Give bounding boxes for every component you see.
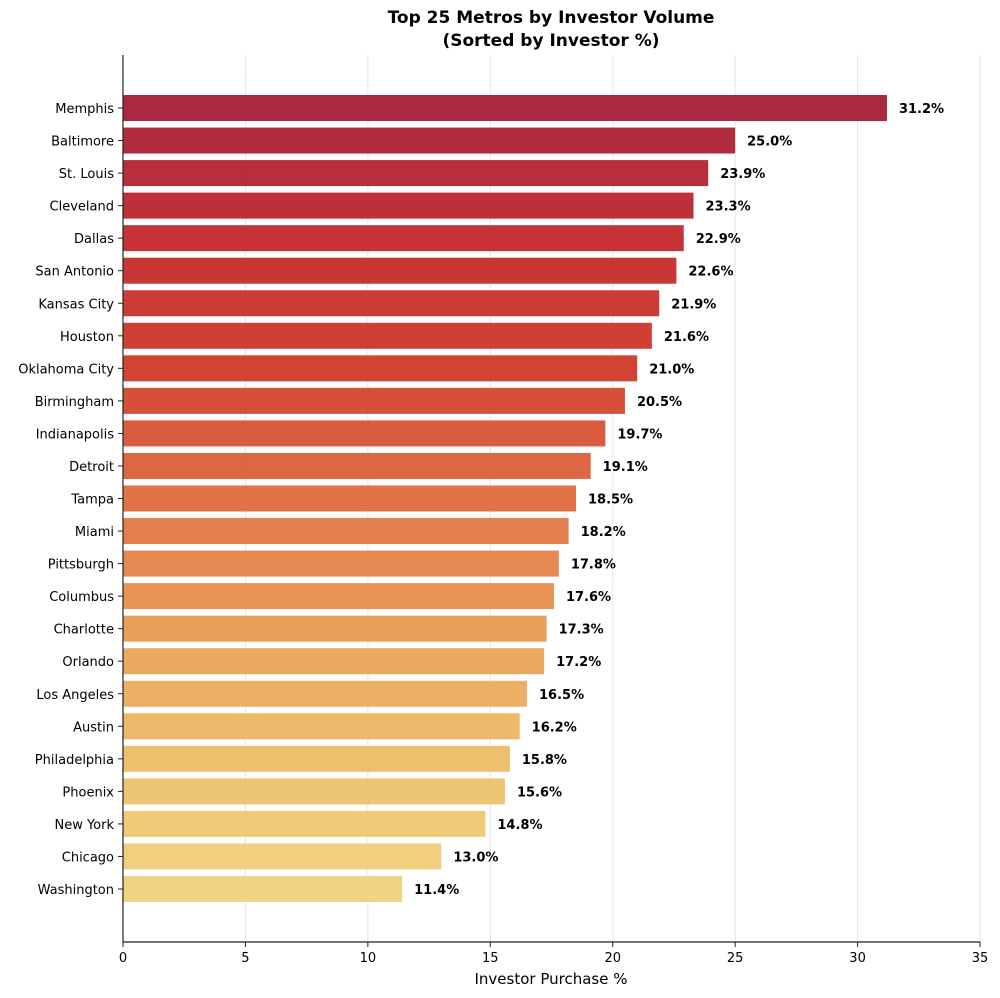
y-tick-label: Chicago (62, 850, 114, 865)
bar (123, 290, 660, 317)
data-label: 17.6% (566, 590, 611, 605)
bar (123, 257, 677, 284)
x-tick-label: 20 (604, 951, 621, 966)
bar (123, 550, 559, 577)
bar (123, 355, 638, 382)
bar (123, 680, 528, 707)
y-tick-label: Philadelphia (35, 753, 114, 768)
bar (123, 518, 569, 545)
data-label: 31.2% (899, 102, 944, 117)
y-tick-label: Cleveland (50, 200, 114, 215)
x-tick-label: 25 (727, 951, 744, 966)
y-tick-label: Detroit (69, 460, 114, 475)
bar (123, 192, 694, 219)
bars: 31.2% 25.0% 23.9% 23.3% 22.9% 22.6% 21.9% 21.6%… (123, 95, 944, 902)
x-tick-label: 0 (119, 951, 127, 966)
y-tick-label: Los Angeles (36, 688, 114, 703)
bar (123, 160, 709, 187)
y-tick-label: Memphis (55, 102, 114, 117)
data-label: 22.9% (696, 232, 741, 247)
bar (123, 648, 545, 675)
data-label: 19.1% (603, 460, 648, 475)
chart-title: Top 25 Metros by Investor Volume (388, 8, 715, 28)
data-label: 11.4% (414, 883, 459, 898)
data-label: 22.6% (688, 265, 733, 280)
y-tick-label: Washington (38, 883, 114, 898)
x-tick-label: 5 (241, 951, 249, 966)
data-label: 16.5% (539, 688, 584, 703)
y-tick-label: Columbus (49, 590, 114, 605)
bar (123, 778, 505, 805)
data-label: 17.8% (571, 558, 616, 573)
y-tick-label: Oklahoma City (18, 362, 114, 377)
data-label: 17.2% (556, 655, 601, 670)
x-tick-labels: 0 5 10 15 20 25 30 35 (119, 942, 988, 966)
chart-subtitle: (Sorted by Investor %) (442, 31, 659, 51)
bar (123, 843, 442, 870)
data-label: 18.2% (581, 525, 626, 540)
bar (123, 322, 652, 349)
data-label: 23.9% (720, 167, 765, 182)
y-tick-label: Kansas City (38, 297, 114, 312)
data-label: 19.7% (617, 427, 662, 442)
bar (123, 713, 520, 740)
data-label: 21.0% (649, 362, 694, 377)
bar (123, 387, 625, 414)
y-tick-label: Houston (60, 330, 114, 345)
y-tick-label: Dallas (74, 232, 114, 247)
y-tick-labels: Memphis Baltimore St. Louis Cleveland Dallas… (18, 102, 123, 898)
data-label: 14.8% (497, 818, 542, 833)
bar (123, 583, 554, 610)
data-label: 17.3% (559, 623, 604, 638)
data-label: 16.2% (532, 720, 577, 735)
bar (123, 95, 887, 121)
y-tick-label: Birmingham (35, 395, 114, 410)
data-label: 15.8% (522, 753, 567, 768)
y-tick-label: Indianapolis (36, 427, 115, 442)
bar (123, 420, 606, 447)
data-label: 20.5% (637, 395, 682, 410)
data-label: 13.0% (453, 850, 498, 865)
data-label: 15.6% (517, 785, 562, 800)
bar (123, 810, 486, 837)
y-tick-label: St. Louis (59, 167, 114, 182)
y-tick-label: Pittsburgh (48, 558, 114, 573)
y-tick-label: Austin (73, 720, 114, 735)
data-label: 18.5% (588, 493, 633, 508)
bar (123, 225, 684, 252)
data-label: 21.6% (664, 330, 709, 345)
y-tick-label: Tampa (70, 493, 114, 508)
y-tick-label: New York (54, 818, 114, 833)
data-label: 25.0% (747, 135, 792, 150)
bar (123, 615, 547, 642)
data-label: 21.9% (671, 297, 716, 312)
x-tick-label: 15 (482, 951, 499, 966)
y-tick-label: Orlando (62, 655, 114, 670)
y-tick-label: San Antonio (35, 265, 114, 280)
x-tick-label: 10 (360, 951, 377, 966)
bar (123, 127, 736, 154)
data-label: 23.3% (706, 200, 751, 215)
x-tick-label: 35 (972, 951, 989, 966)
x-tick-label: 30 (849, 951, 866, 966)
bar (123, 876, 403, 902)
bar (123, 452, 591, 479)
y-tick-label: Charlotte (54, 623, 114, 638)
y-tick-label: Baltimore (51, 135, 114, 150)
bar (123, 485, 576, 512)
y-tick-label: Phoenix (62, 785, 114, 800)
x-axis-label: Investor Purchase % (475, 970, 628, 988)
y-tick-label: Miami (75, 525, 114, 540)
bar (123, 745, 510, 772)
